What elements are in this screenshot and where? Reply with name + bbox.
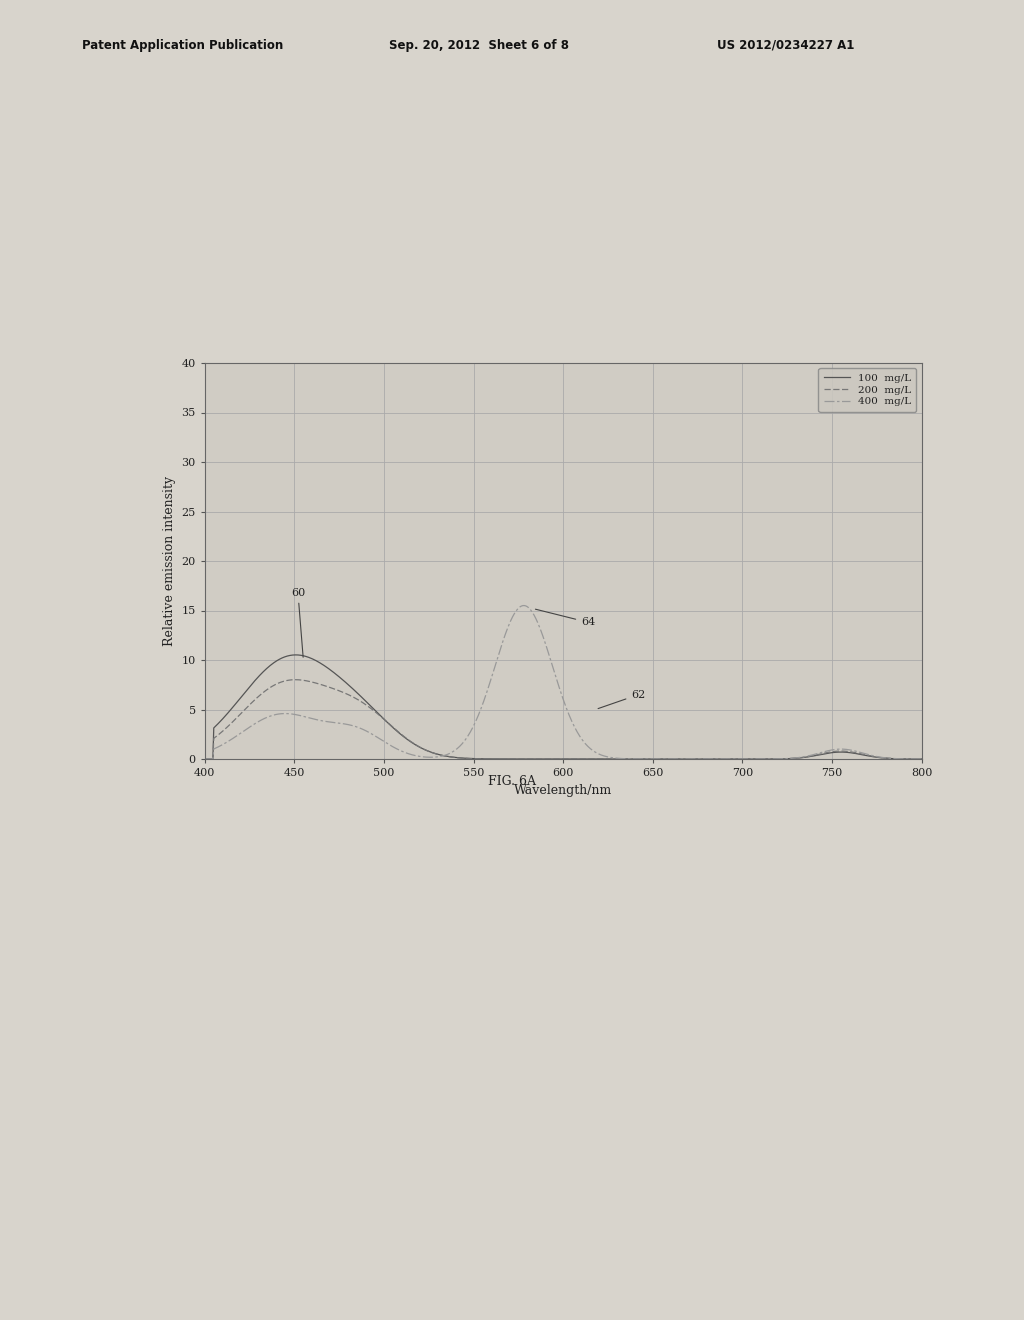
Text: 62: 62	[598, 689, 645, 709]
400  mg/L	[635, 751, 647, 767]
200  mg/L	[615, 751, 628, 767]
400  mg/L	[615, 751, 628, 767]
400  mg/L	[817, 744, 829, 760]
Line: 100  mg/L: 100 mg/L	[205, 655, 922, 759]
200  mg/L	[915, 751, 928, 767]
Text: 60: 60	[291, 587, 305, 657]
100  mg/L	[656, 751, 669, 767]
100  mg/L	[915, 751, 928, 767]
Text: Sep. 20, 2012  Sheet 6 of 8: Sep. 20, 2012 Sheet 6 of 8	[389, 38, 569, 51]
400  mg/L	[743, 751, 756, 767]
Legend: 100  mg/L, 200  mg/L, 400  mg/L: 100 mg/L, 200 mg/L, 400 mg/L	[818, 368, 916, 412]
Text: Patent Application Publication: Patent Application Publication	[82, 38, 284, 51]
100  mg/L	[289, 647, 301, 663]
200  mg/L	[243, 698, 255, 714]
200  mg/L	[289, 672, 301, 688]
200  mg/L	[656, 751, 669, 767]
Text: 64: 64	[536, 610, 595, 627]
100  mg/L	[817, 746, 829, 762]
100  mg/L	[199, 751, 211, 767]
Y-axis label: Relative emission intensity: Relative emission intensity	[163, 477, 176, 645]
X-axis label: Wavelength/nm: Wavelength/nm	[514, 784, 612, 796]
400  mg/L	[518, 598, 530, 614]
400  mg/L	[656, 751, 669, 767]
100  mg/L	[243, 680, 255, 696]
100  mg/L	[615, 751, 628, 767]
200  mg/L	[817, 746, 829, 762]
100  mg/L	[743, 751, 756, 767]
400  mg/L	[243, 719, 255, 735]
Line: 400  mg/L: 400 mg/L	[205, 606, 922, 759]
200  mg/L	[743, 751, 756, 767]
Line: 200  mg/L: 200 mg/L	[205, 680, 922, 759]
400  mg/L	[199, 751, 211, 767]
400  mg/L	[915, 751, 928, 767]
200  mg/L	[199, 751, 211, 767]
Text: US 2012/0234227 A1: US 2012/0234227 A1	[717, 38, 854, 51]
200  mg/L	[635, 751, 647, 767]
100  mg/L	[635, 751, 647, 767]
Text: FIG. 6A: FIG. 6A	[488, 775, 536, 788]
